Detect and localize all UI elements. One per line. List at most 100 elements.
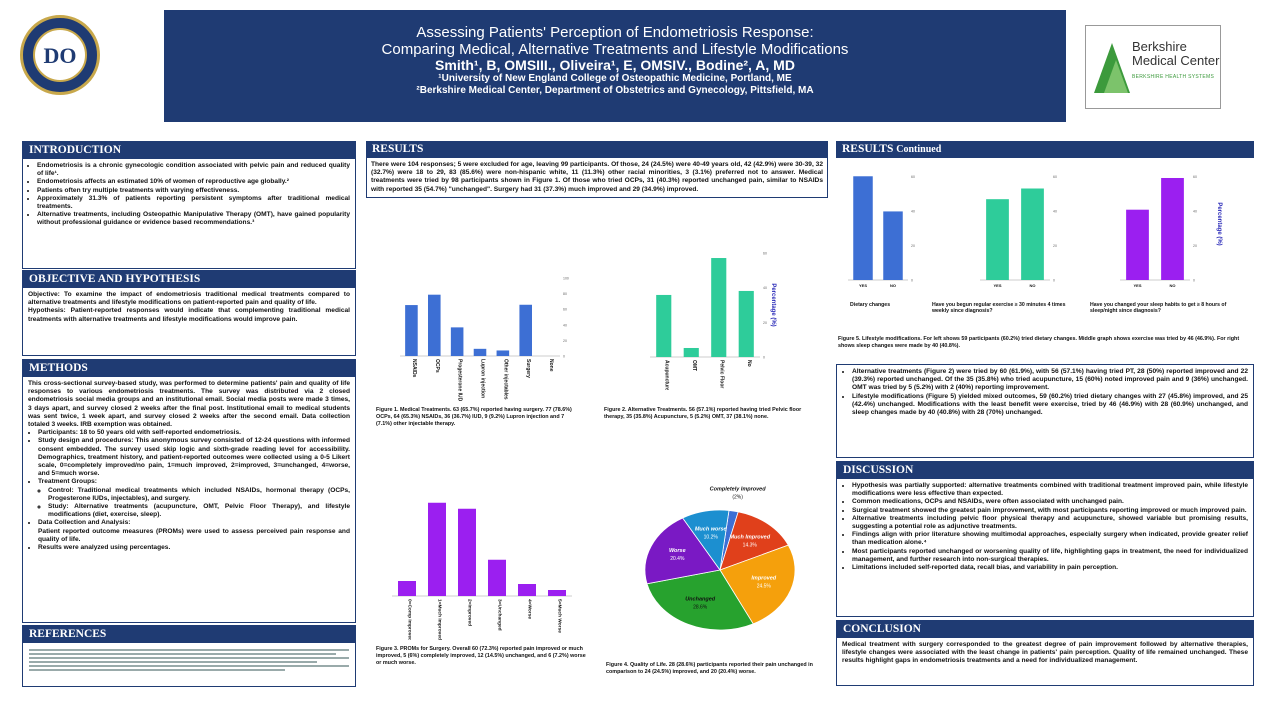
y-tick-label: 0 (1193, 279, 1195, 283)
category-label: NSAIDs (411, 359, 417, 378)
figure-3-caption: Figure 3. PROMs for Surgery. Overall 60 … (376, 646, 586, 666)
results-continued-suffix: Continued (896, 144, 942, 155)
discussion-bullet: Limitations included self-reported data,… (852, 564, 1248, 572)
y-tick-label: 40 (763, 286, 767, 290)
y-axis-label: Percentage (%) (770, 283, 776, 326)
figure-5-lifestyle-charts: 0 20 40 60 YES NO 0 20 40 60 YES NO 0 20 40 60 YES NO Perc… (848, 175, 1222, 288)
bar (473, 348, 487, 356)
pie-value-label: 28.6% (693, 605, 708, 611)
category-label: Other injectables (502, 359, 508, 400)
university-seal-logo: DO (20, 15, 100, 95)
pie-slice (646, 569, 754, 631)
category-label: 0=Comp Improved (407, 599, 413, 640)
y-tick-label: 60 (1193, 175, 1197, 179)
pie-category-label: Completely Improved (710, 487, 767, 493)
objective-heading: OBJECTIVE AND HYPOTHESIS (23, 271, 355, 288)
introduction-heading: INTRODUCTION (23, 142, 355, 159)
intro-bullet: Alternative treatments, including Osteop… (37, 211, 350, 227)
pie-value-label: 14.3% (743, 542, 758, 548)
intro-bullet: Endometriosis affects an estimated 10% o… (37, 178, 350, 186)
y-tick-label: 60 (763, 252, 767, 256)
bar (1021, 188, 1044, 280)
methods-collection-text: Patient reported outcome measures (PROMs… (38, 527, 350, 543)
methods-panel: METHODS This cross-sectional survey-base… (22, 359, 356, 623)
discussion-bullet: Surgical treatment showed the greatest p… (852, 507, 1248, 515)
category-label: Surgery (525, 359, 531, 378)
y-tick-label: 20 (911, 244, 915, 248)
bar (883, 211, 903, 280)
berkshire-logo: Berkshire Medical Center BERKSHIRE HEALT… (1085, 25, 1221, 109)
pie-value-label: 24.5% (757, 584, 772, 590)
methods-heading: METHODS (23, 360, 355, 377)
bar (405, 305, 418, 356)
bar (428, 294, 441, 356)
pie-category-label: Improved (751, 576, 776, 582)
pie-slice (682, 509, 730, 572)
figure-4-quality-of-life-pie: Completely Improved (2%) Much Improved 14.3… (644, 487, 796, 631)
authors: Smith¹, B, OMSIII., Oliveira¹, E, OMSIV.… (435, 57, 795, 73)
q2-label: Have you begun regular exercise ≥ 30 min… (932, 302, 1066, 314)
y-tick-label: 20 (1193, 244, 1197, 248)
y-tick-label: 20 (763, 321, 767, 325)
y-tick-label: 40 (563, 323, 567, 327)
bar (518, 584, 536, 596)
pie-category-label: Much Improved (729, 534, 770, 540)
y-tick-label: 60 (911, 175, 915, 179)
references-panel: REFERENCES (22, 625, 356, 687)
bar (519, 304, 532, 356)
category-label: 4=Worse (527, 599, 533, 619)
figure-2-caption: Figure 2. Alternative Treatments. 56 (57… (604, 407, 802, 420)
results-paragraph: There were 104 responses; 5 were exclude… (366, 158, 828, 198)
y-tick-label: 0 (911, 279, 913, 283)
category-label: YES (859, 283, 867, 288)
pie-slice (719, 511, 789, 571)
objective-text: Objective: To examine the impact of endo… (28, 291, 350, 307)
q1-label: Dietary changes (850, 302, 891, 308)
bar (428, 502, 446, 596)
category-label: OMT (691, 360, 697, 371)
logo-line-1: Berkshire (1132, 39, 1187, 54)
category-label: Pelvic Floor PT (718, 360, 724, 390)
figure-2-alternative-treatments-chart: 0 20 40 60 Acupuncture OMT Pelvic Floor PT No Pe… (650, 252, 776, 390)
discussion-bullet: Findings align with prior literature sho… (852, 531, 1248, 547)
bar (398, 581, 416, 596)
y-tick-label: 60 (1053, 175, 1057, 179)
intro-bullet: Approximately 31.3% of patients reportin… (37, 195, 350, 211)
results-continued-bullet: Alternative treatments (Figure 2) were t… (852, 368, 1248, 393)
references-fine-print (23, 643, 355, 677)
bar (1126, 209, 1149, 280)
introduction-panel: INTRODUCTION Endometriosis is a chronic … (22, 141, 356, 269)
pie-category-label: Much worse (695, 527, 727, 533)
bar (458, 508, 476, 596)
references-heading: REFERENCES (23, 626, 355, 643)
category-label: 2=Improved (467, 599, 473, 626)
conclusion-heading: CONCLUSION (837, 621, 1253, 638)
category-label: 5=Much Worse (557, 599, 563, 633)
category-label: Lupron injection (480, 359, 486, 398)
results-heading: RESULTS (366, 141, 828, 158)
q3-label: Have you changed your sleep habits to ge… (1090, 302, 1227, 314)
pie-slice (719, 544, 796, 625)
category-label: 1=Much Improved (437, 599, 443, 640)
bar (450, 327, 464, 356)
discussion-bullet: Common medications, OCPs and NSAIDs, wer… (852, 498, 1248, 506)
bar (683, 347, 699, 357)
results-continued-panel: RESULTS Continued (836, 141, 1254, 163)
category-label: OCPs (434, 359, 440, 373)
y-tick-label: 60 (563, 308, 567, 312)
y-tick-label: 20 (1053, 244, 1057, 248)
bar (548, 590, 566, 596)
hypothesis-text: Hypothesis: Patient-reported responses w… (28, 307, 350, 323)
bar (738, 290, 754, 357)
methods-paragraph: This cross-sectional survey-based study,… (28, 380, 350, 429)
results-panel: RESULTS There were 104 responses; 5 were… (366, 141, 828, 686)
bar (853, 176, 873, 280)
bar (1161, 177, 1184, 280)
bar (656, 294, 672, 357)
figure-1-caption: Figure 1. Medical Treatments. 63 (65.7%)… (376, 407, 572, 427)
methods-participants: Participants: 18 to 50 years old with se… (38, 429, 350, 437)
title-line-1: Assessing Patients' Perception of Endome… (416, 24, 814, 41)
results-continued-bullet: Lifestyle modifications (Figure 5) yield… (852, 393, 1248, 418)
figure-1-medical-treatments-chart: 0 20 40 60 80 100 NSAIDs OCPs Progesterone IUD Lu… (400, 277, 569, 402)
y-tick-label: 20 (563, 339, 567, 343)
